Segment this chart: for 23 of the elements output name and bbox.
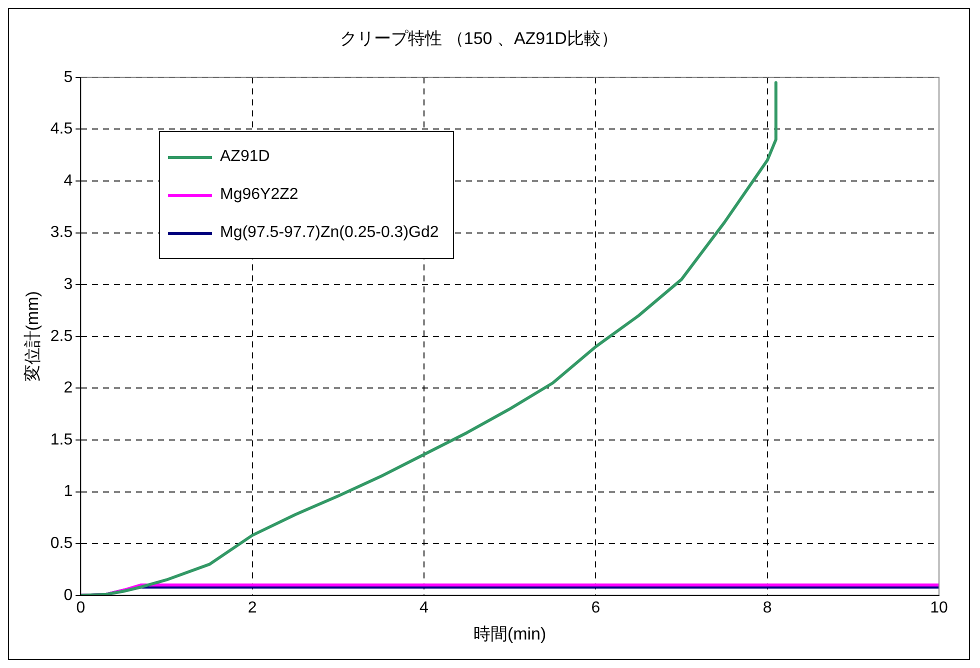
x-tick-label: 10 bbox=[930, 599, 948, 616]
y-tick-label: 2.5 bbox=[50, 328, 73, 345]
legend-label: Mg(97.5-97.7)Zn(0.25-0.3)Gd2 bbox=[220, 224, 439, 242]
y-tick-label: 0 bbox=[64, 586, 73, 604]
y-tick-label: 1 bbox=[64, 483, 73, 500]
chart-title: クリープ特性 （150 、AZ91D比較） bbox=[340, 28, 618, 48]
y-tick-label: 3 bbox=[64, 276, 73, 294]
x-tick-label: 4 bbox=[420, 599, 429, 616]
y-axis-title: 変位計(mm) bbox=[22, 291, 42, 382]
y-tick-label: 1.5 bbox=[50, 431, 73, 448]
y-tick-label: 4 bbox=[64, 172, 73, 190]
x-tick-label: 8 bbox=[762, 599, 772, 616]
legend-label: AZ91D bbox=[220, 148, 270, 166]
x-tick-label: 0 bbox=[76, 599, 86, 616]
y-tick-label: 2 bbox=[64, 380, 73, 397]
y-tick-label: 3.5 bbox=[50, 224, 73, 242]
y-tick-label: 4.5 bbox=[50, 120, 73, 138]
x-axis-title: 時間(min) bbox=[473, 624, 546, 644]
x-tick-label: 6 bbox=[591, 599, 600, 616]
y-tick-label: 5 bbox=[64, 68, 73, 86]
legend-label: Mg96Y2Z2 bbox=[220, 186, 298, 204]
x-tick-label: 2 bbox=[248, 599, 257, 616]
y-tick-label: 0.5 bbox=[50, 535, 73, 552]
